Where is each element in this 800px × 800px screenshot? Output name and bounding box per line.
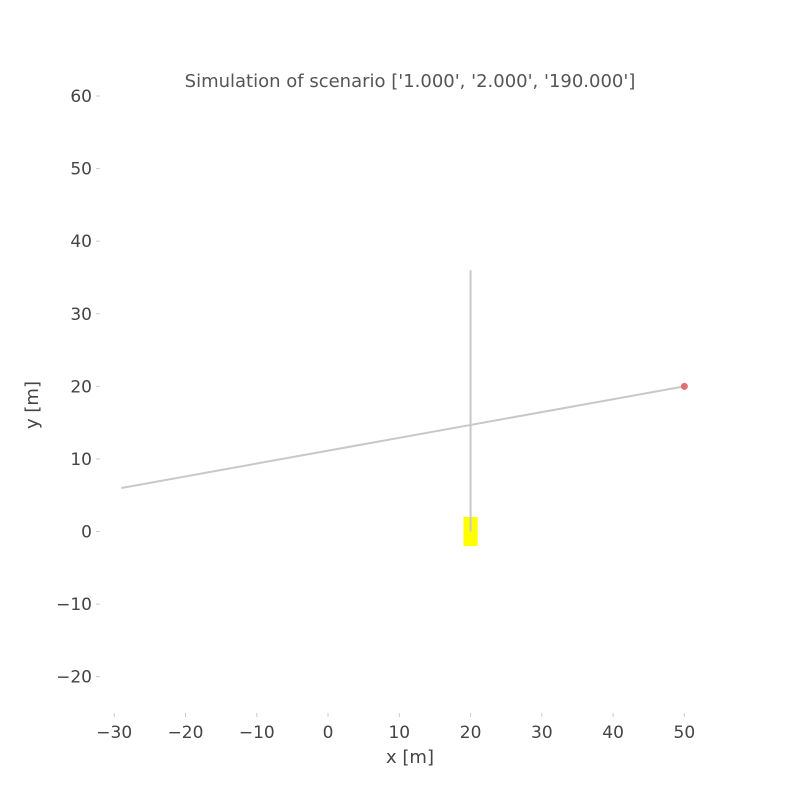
y-tick-label: 40 <box>70 232 92 252</box>
endpoint-markers <box>680 382 688 390</box>
chart-title: Simulation of scenario ['1.000', '2.000'… <box>185 71 636 92</box>
x-axis-label: x [m] <box>386 747 434 768</box>
y-tick-label: 60 <box>70 87 92 107</box>
endpoint-marker <box>680 382 688 390</box>
x-tick-label: 10 <box>388 723 410 743</box>
x-tick-label: 0 <box>323 723 334 743</box>
x-tick-label: 40 <box>602 723 624 743</box>
y-tick-label: −10 <box>56 595 92 615</box>
x-tick-label: 20 <box>460 723 482 743</box>
x-tick-label: −20 <box>168 723 204 743</box>
x-tick-label: 50 <box>674 723 696 743</box>
x-tick-label: 30 <box>531 723 553 743</box>
y-tick-label: 30 <box>70 305 92 325</box>
y-axis-label: y [m] <box>22 381 43 429</box>
trajectory-line <box>121 385 685 489</box>
trajectory-lines <box>121 270 685 532</box>
x-tick-label: −30 <box>96 723 132 743</box>
y-tick-label: 10 <box>70 450 92 470</box>
y-tick-label: 50 <box>70 160 92 180</box>
x-tick-label: −10 <box>239 723 275 743</box>
axis-ticks: −30 −20 −10 0 10 20 30 40 50 −20 −10 0 10 20 30 40 50 60 <box>56 87 695 743</box>
y-tick-label: 20 <box>70 377 92 397</box>
y-tick-label: −20 <box>56 668 92 688</box>
y-tick-label: 0 <box>81 523 92 543</box>
